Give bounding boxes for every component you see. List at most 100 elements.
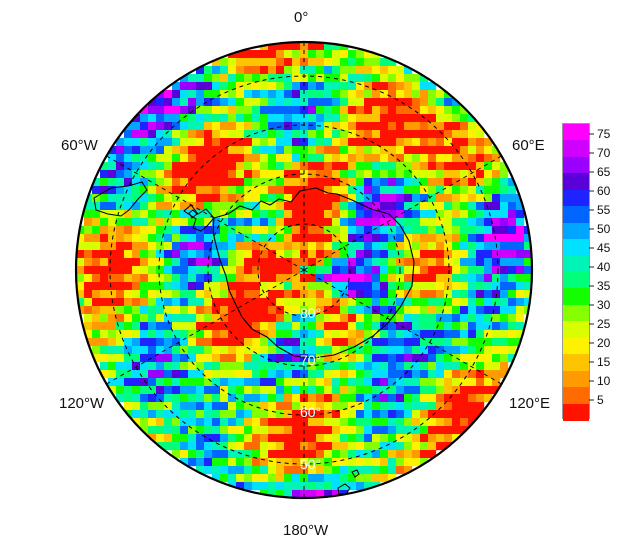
value-cell bbox=[188, 306, 197, 315]
value-cell bbox=[188, 210, 197, 219]
value-cell bbox=[268, 258, 277, 267]
value-cell bbox=[388, 322, 397, 331]
value-cell bbox=[116, 170, 125, 179]
value-cell bbox=[204, 290, 213, 299]
value-cell bbox=[188, 378, 197, 387]
value-cell bbox=[460, 402, 469, 411]
value-cell bbox=[420, 74, 429, 83]
value-cell bbox=[396, 66, 405, 75]
value-cell bbox=[460, 298, 469, 307]
value-cell bbox=[380, 154, 389, 163]
value-cell bbox=[124, 274, 133, 283]
value-cell bbox=[396, 322, 405, 331]
value-cell bbox=[292, 162, 301, 171]
value-cell bbox=[140, 306, 149, 315]
value-cell bbox=[388, 98, 397, 107]
value-cell bbox=[140, 186, 149, 195]
value-cell bbox=[276, 402, 285, 411]
value-cell bbox=[84, 274, 93, 283]
value-cell bbox=[204, 194, 213, 203]
value-cell bbox=[492, 314, 501, 323]
value-cell bbox=[516, 218, 525, 227]
value-cell bbox=[316, 74, 325, 83]
value-cell bbox=[100, 370, 109, 379]
value-cell bbox=[316, 458, 325, 467]
value-cell bbox=[340, 434, 349, 443]
value-cell bbox=[276, 434, 285, 443]
value-cell bbox=[172, 162, 181, 171]
value-cell bbox=[84, 282, 93, 291]
value-cell bbox=[164, 330, 173, 339]
value-cell bbox=[316, 250, 325, 259]
value-cell bbox=[476, 322, 485, 331]
value-cell bbox=[228, 274, 237, 283]
value-cell bbox=[268, 282, 277, 291]
value-cell bbox=[204, 242, 213, 251]
value-cell bbox=[156, 314, 165, 323]
value-cell bbox=[124, 298, 133, 307]
value-cell bbox=[236, 138, 245, 147]
value-cell bbox=[372, 378, 381, 387]
value-cell bbox=[140, 338, 149, 347]
value-cell bbox=[276, 410, 285, 419]
value-cell bbox=[356, 290, 365, 299]
value-cell bbox=[356, 170, 365, 179]
value-cell bbox=[308, 258, 317, 267]
value-cell bbox=[412, 74, 421, 83]
colorbar-segment bbox=[563, 239, 589, 257]
value-cell bbox=[356, 474, 365, 483]
value-cell bbox=[492, 194, 501, 203]
value-cell bbox=[132, 242, 141, 251]
value-cell bbox=[484, 146, 493, 155]
value-cell bbox=[116, 290, 125, 299]
value-cell bbox=[364, 266, 373, 275]
value-cell bbox=[228, 434, 237, 443]
value-cell bbox=[316, 370, 325, 379]
value-cell bbox=[188, 322, 197, 331]
value-cell bbox=[420, 362, 429, 371]
value-cell bbox=[172, 386, 181, 395]
value-cell bbox=[212, 226, 221, 235]
value-cell bbox=[276, 154, 285, 163]
value-cell bbox=[428, 210, 437, 219]
value-cell bbox=[340, 306, 349, 315]
value-cell bbox=[228, 242, 237, 251]
value-cell bbox=[324, 242, 333, 251]
value-cell bbox=[324, 170, 333, 179]
value-cell bbox=[484, 202, 493, 211]
value-cell bbox=[332, 58, 341, 67]
value-cell bbox=[196, 202, 205, 211]
value-cell bbox=[508, 210, 517, 219]
value-cell bbox=[436, 426, 445, 435]
value-cell bbox=[356, 338, 365, 347]
value-cell bbox=[348, 410, 357, 419]
value-cell bbox=[252, 258, 261, 267]
value-cell bbox=[404, 418, 413, 427]
value-cell bbox=[100, 314, 109, 323]
value-cell bbox=[236, 90, 245, 99]
value-cell bbox=[140, 322, 149, 331]
value-cell bbox=[116, 186, 125, 195]
value-cell bbox=[364, 306, 373, 315]
value-cell bbox=[324, 306, 333, 315]
value-cell bbox=[292, 362, 301, 371]
value-cell bbox=[412, 154, 421, 163]
value-cell bbox=[188, 314, 197, 323]
value-cell bbox=[292, 194, 301, 203]
value-cell bbox=[484, 354, 493, 363]
value-cell bbox=[116, 370, 125, 379]
value-cell bbox=[492, 162, 501, 171]
value-cell bbox=[204, 314, 213, 323]
value-cell bbox=[284, 442, 293, 451]
value-cell bbox=[332, 354, 341, 363]
value-cell bbox=[204, 426, 213, 435]
value-cell bbox=[476, 298, 485, 307]
value-cell bbox=[380, 90, 389, 99]
value-cell bbox=[308, 234, 317, 243]
value-cell bbox=[412, 418, 421, 427]
value-cell bbox=[132, 386, 141, 395]
value-cell bbox=[364, 322, 373, 331]
value-cell bbox=[212, 346, 221, 355]
value-cell bbox=[156, 338, 165, 347]
value-cell bbox=[188, 106, 197, 115]
